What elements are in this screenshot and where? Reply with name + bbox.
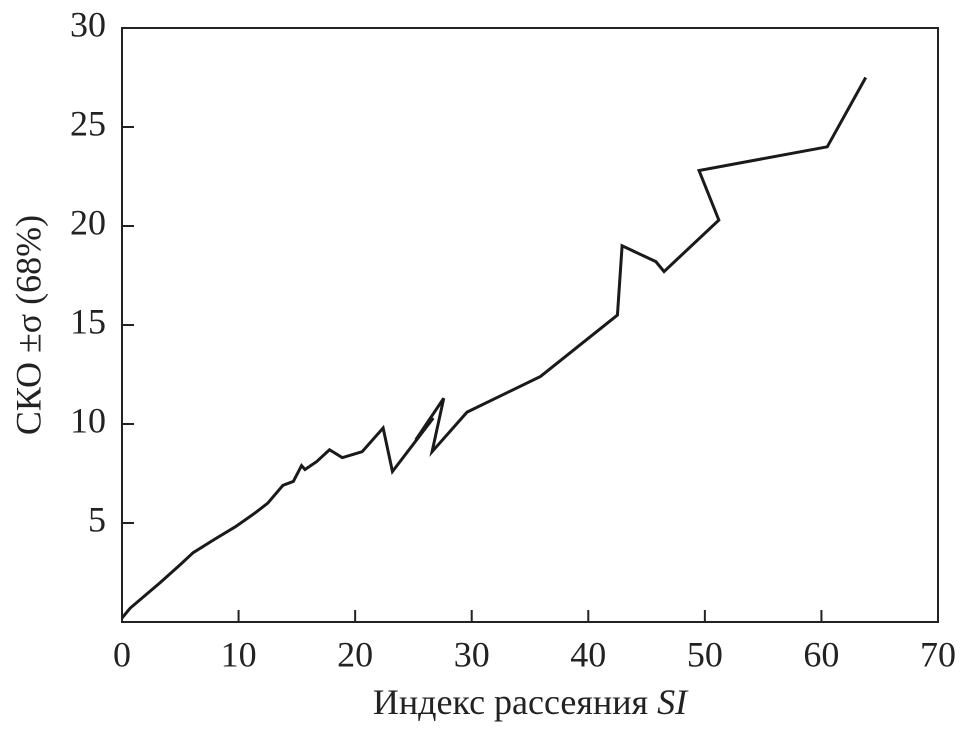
- y-tick-label: 25: [70, 103, 106, 143]
- y-tick-label: 5: [88, 499, 106, 539]
- y-tick-label: 15: [70, 301, 106, 341]
- y-tick-label: 10: [70, 400, 106, 440]
- y-axis-label: СКО ±σ (68%): [8, 215, 48, 435]
- x-axis-label-symbol: SI: [657, 682, 689, 722]
- x-tick-label: 30: [454, 634, 490, 674]
- x-axis-label-text: Индекс рассеяния: [373, 682, 648, 722]
- x-tick-label: 10: [221, 634, 257, 674]
- plot-frame: [121, 27, 939, 623]
- x-tick-label: 20: [337, 634, 373, 674]
- x-tick-label: 70: [920, 634, 956, 674]
- y-tick-label: 20: [70, 202, 106, 242]
- x-tick-label: 60: [803, 634, 839, 674]
- data-line: [120, 76, 868, 619]
- x-tick-label: 40: [570, 634, 606, 674]
- x-tick-label: 0: [113, 634, 131, 674]
- x-axis-label: Индекс рассеяния SI: [373, 682, 689, 722]
- y-tick-label: 30: [70, 4, 106, 44]
- x-tick-label: 50: [687, 634, 723, 674]
